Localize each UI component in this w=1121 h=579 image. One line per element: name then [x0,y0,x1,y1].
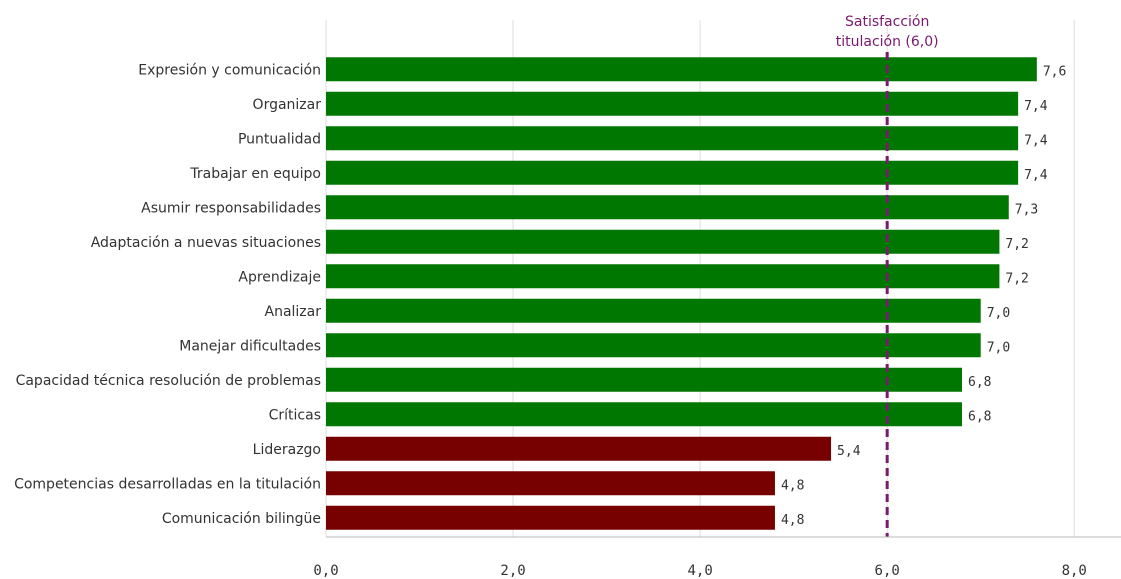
bar[interactable] [326,505,775,530]
category-label: Adaptación a nuevas situaciones [91,235,321,251]
category-label: Liderazgo [253,442,321,458]
category-label: Capacidad técnica resolución de problema… [16,373,321,389]
category-label: Aprendizaje [238,269,321,285]
value-label: 4,8 [781,513,804,528]
x-tick-label: 4,0 [687,563,712,579]
bar[interactable] [326,57,1037,82]
x-axis: 0,0 2,0 4,0 6,0 8,0 [313,536,1121,579]
category-label: Comunicación bilingüe [162,511,321,527]
category-label: Trabajar en equipo [189,166,321,182]
bar[interactable] [326,436,832,461]
x-tick-label: 0,0 [313,563,338,579]
category-label: Expresión y comunicación [138,62,321,78]
x-tick-label: 6,0 [875,563,900,579]
bar[interactable] [326,229,1000,254]
value-label: 7,2 [1005,271,1028,286]
category-label: Organizar [253,97,322,113]
value-label: 7,0 [987,306,1010,321]
value-label: 7,4 [1024,99,1048,114]
bar[interactable] [326,471,775,496]
bar[interactable] [326,195,1009,220]
reference-line-label: Satisfacción [845,14,929,30]
reference-line-label: titulación (6,0) [836,34,939,50]
category-label: Críticas [269,407,321,423]
category-label: Analizar [265,304,322,320]
value-label: 6,8 [968,409,991,424]
value-label: 7,3 [1015,202,1038,217]
bar[interactable] [326,160,1019,185]
bar[interactable] [326,126,1019,151]
value-label: 4,8 [781,478,804,493]
category-labels: Expresión y comunicación Organizar Puntual… [14,62,321,527]
bars [326,57,1037,530]
bar[interactable] [326,333,981,358]
category-label: Puntualidad [238,131,321,147]
category-label: Competencias desarrolladas en la titulac… [14,476,321,492]
x-tick-label: 8,0 [1062,563,1087,579]
reference-line-group: Satisfacción titulación (6,0) [836,14,939,537]
x-tick-label: 2,0 [500,563,525,579]
value-labels: 7,6 7,4 7,4 7,4 7,3 7,2 7,2 7,0 7,0 6,8 6,8 5,4 4,8 4… [781,64,1066,528]
value-label: 5,4 [837,444,861,459]
category-label: Manejar dificultades [179,338,321,354]
category-label: Asumir responsabilidades [141,200,321,216]
value-label: 7,2 [1005,237,1028,252]
bar[interactable] [326,367,962,392]
value-label: 7,4 [1024,133,1048,148]
bar[interactable] [326,402,962,427]
value-label: 7,0 [987,340,1010,355]
value-label: 7,6 [1043,64,1066,79]
bar[interactable] [326,298,981,323]
value-label: 7,4 [1024,168,1048,183]
bar[interactable] [326,264,1000,289]
bar[interactable] [326,91,1019,116]
value-label: 6,8 [968,375,991,390]
